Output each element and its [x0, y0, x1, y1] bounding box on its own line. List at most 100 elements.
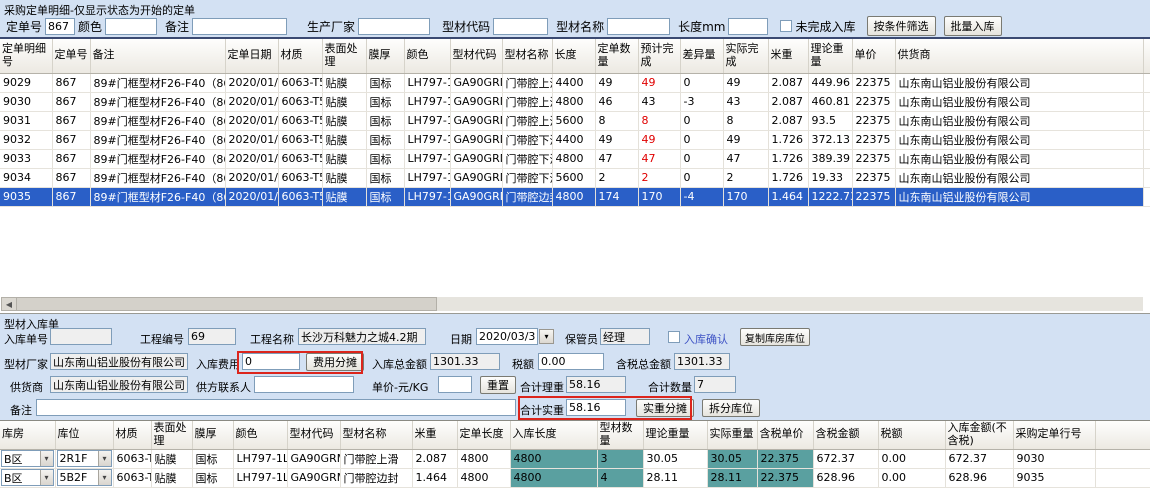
column-header[interactable]: 定单号 [52, 39, 91, 74]
scroll-left-arrow-icon[interactable]: ◀ [1, 297, 17, 311]
column-header[interactable]: 长度 [552, 39, 596, 74]
cell: B区 ▾ [0, 449, 56, 469]
inbound-confirm-checkbox[interactable] [668, 331, 680, 343]
column-header[interactable]: 含税金额 [813, 421, 879, 450]
bin-location-combo[interactable]: 2R1F ▾ [56, 450, 112, 467]
cell: 0 [680, 149, 724, 169]
bin-location-combo[interactable]: 5B2F ▾ [56, 469, 112, 486]
column-header[interactable]: 颜色 [233, 421, 288, 450]
tax-total-field[interactable] [674, 353, 730, 370]
batch-inbound-button[interactable]: 批量入库 [943, 16, 1002, 36]
column-header[interactable]: 实际完成 [723, 39, 769, 74]
column-header[interactable]: 单价 [852, 39, 896, 74]
column-header[interactable]: 预计完成 [638, 39, 681, 74]
column-header[interactable]: 米重 [412, 421, 458, 450]
factory-field[interactable] [50, 353, 188, 370]
scrollbar-thumb[interactable] [17, 297, 437, 311]
warehouse-combo[interactable]: B区 ▾ [1, 450, 54, 467]
column-header[interactable]: 库房 [0, 421, 56, 450]
chevron-down-icon[interactable]: ▾ [97, 470, 111, 485]
chevron-down-icon[interactable]: ▾ [39, 451, 53, 466]
column-header[interactable]: 税额 [878, 421, 946, 450]
column-header[interactable]: 含税单价 [757, 421, 814, 450]
column-header[interactable]: 型材数量 [597, 421, 644, 450]
order-detail-row[interactable]: 903586789#门框型材F26-F40（866+867）2020/01/13… [0, 187, 1150, 207]
tax-field[interactable] [538, 353, 604, 370]
column-header[interactable]: 备注 [90, 39, 226, 74]
horizontal-scrollbar[interactable]: ◀ [1, 297, 1143, 311]
column-header[interactable]: 入库金额(不含税) [945, 421, 1014, 450]
cell: 28.11 [643, 468, 708, 488]
unit-price-field[interactable] [438, 376, 472, 393]
column-header[interactable]: 型材代码 [287, 421, 341, 450]
profile-name-input[interactable] [607, 17, 671, 35]
order-detail-row[interactable]: 902986789#门框型材F26-F40（866+867）2020/01/13… [0, 73, 1150, 93]
column-header[interactable]: 理论重量 [643, 421, 708, 450]
column-header[interactable]: 定单数量 [595, 39, 639, 74]
color-input[interactable] [105, 17, 158, 35]
project-no-field[interactable] [188, 328, 236, 345]
project-name-field[interactable] [298, 328, 426, 345]
column-header[interactable]: 型材名称 [502, 39, 553, 74]
column-header[interactable]: 采购定单行号 [1013, 421, 1096, 450]
order-detail-row[interactable]: 903186789#门框型材F26-F40（866+867）2020/01/13… [0, 111, 1150, 131]
column-header[interactable]: 供货商 [895, 39, 1144, 74]
order-detail-row[interactable]: 903386789#门框型材F26-F40（866+867）2020/01/13… [0, 149, 1150, 169]
notes-field[interactable] [36, 399, 516, 416]
column-header[interactable]: 膜厚 [366, 39, 405, 74]
column-header[interactable]: 米重 [768, 39, 809, 74]
filter-by-condition-button[interactable]: 按条件筛选 [866, 16, 936, 36]
inbound-no-field[interactable] [50, 328, 112, 345]
copy-location-button[interactable]: 复制库房库位 [740, 328, 810, 346]
column-header[interactable]: 理论重量 [808, 39, 853, 74]
column-header[interactable]: 型材名称 [340, 421, 413, 450]
unfinished-checkbox[interactable] [780, 20, 793, 32]
column-header[interactable]: 型材代码 [450, 39, 503, 74]
chevron-down-icon[interactable]: ▾ [39, 470, 53, 485]
remark-input[interactable] [192, 17, 288, 35]
keeper-field[interactable] [600, 328, 650, 345]
contact-field[interactable] [254, 376, 354, 393]
column-header[interactable]: 实际重量 [707, 421, 758, 450]
column-header[interactable]: 材质 [113, 421, 152, 450]
chevron-down-icon[interactable]: ▾ [97, 451, 111, 466]
profile-code-input[interactable] [493, 17, 549, 35]
order-detail-row[interactable]: 903086789#门框型材F26-F40（866+867）2020/01/13… [0, 92, 1150, 112]
fee-field[interactable] [242, 353, 300, 370]
actual-share-button[interactable]: 实重分摊 [636, 399, 694, 417]
cell: 2.087 [768, 73, 809, 93]
total-amount-field[interactable] [430, 353, 500, 370]
length-input[interactable] [728, 17, 769, 35]
column-header[interactable]: 材质 [278, 39, 323, 74]
column-header[interactable]: 差异量 [680, 39, 724, 74]
supplier-field[interactable] [50, 376, 188, 393]
reset-button[interactable]: 重置 [480, 376, 516, 394]
cell: 46 [595, 92, 639, 112]
column-header[interactable]: 表面处理 [151, 421, 193, 450]
column-header[interactable]: 膜厚 [192, 421, 234, 450]
order-detail-row[interactable]: 903286789#门框型材F26-F40（866+867）2020/01/13… [0, 130, 1150, 150]
inbound-item-row[interactable]: B区▾5B2F▾6063-T5贴膜国标LH797-1LL0GA90GRM05门带… [0, 468, 1150, 488]
total-qty-field[interactable] [694, 376, 736, 393]
column-header[interactable]: 定单日期 [225, 39, 279, 74]
column-header[interactable]: 表面处理 [322, 39, 367, 74]
column-header[interactable]: 颜色 [404, 39, 451, 74]
split-location-button[interactable]: 拆分库位 [702, 399, 760, 417]
theory-weight-field[interactable] [566, 376, 626, 393]
column-header[interactable]: 定单明细号 [0, 39, 53, 74]
fee-share-button[interactable]: 费用分摊 [306, 353, 364, 371]
unit-price-label: 单价-元/KG [372, 381, 429, 394]
column-header[interactable]: 入库长度 [510, 421, 598, 450]
manufacturer-input[interactable] [358, 17, 431, 35]
inbound-item-row[interactable]: B区▾2R1F▾6063-T5贴膜国标LH797-1LL0GA90GRM03门带… [0, 449, 1150, 469]
actual-weight-field[interactable] [566, 399, 626, 416]
column-header[interactable]: 定单长度 [457, 421, 511, 450]
column-header[interactable]: 库位 [55, 421, 114, 450]
warehouse-combo[interactable]: B区 ▾ [1, 469, 54, 486]
date-field[interactable] [476, 328, 538, 345]
date-dropdown-icon[interactable]: ▾ [539, 329, 554, 344]
order-no-input[interactable] [45, 17, 76, 35]
order-detail-row[interactable]: 903486789#门框型材F26-F40（866+867）2020/01/13… [0, 168, 1150, 188]
cell: 6063-T5 [278, 168, 323, 188]
